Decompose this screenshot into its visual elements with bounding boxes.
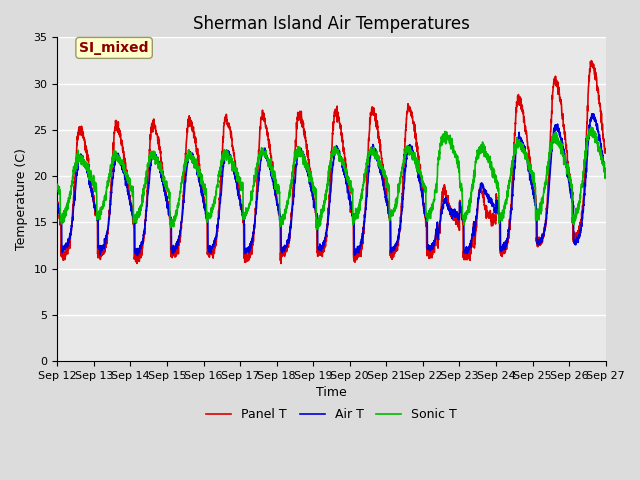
Sonic T — [588, 124, 595, 130]
Panel T — [588, 58, 595, 63]
Sonic T — [54, 181, 61, 187]
Line: Air T: Air T — [58, 114, 605, 256]
Air T — [588, 111, 596, 117]
Title: Sherman Island Air Temperatures: Sherman Island Air Temperatures — [193, 15, 470, 33]
Line: Panel T: Panel T — [58, 60, 605, 264]
Panel T — [288, 212, 296, 218]
Air T — [602, 171, 609, 177]
Air T — [116, 158, 124, 164]
Panel T — [116, 134, 124, 140]
Air T — [288, 217, 296, 223]
Air T — [149, 152, 157, 158]
Sonic T — [287, 177, 295, 182]
X-axis label: Time: Time — [316, 386, 347, 399]
Sonic T — [148, 153, 156, 159]
Text: SI_mixed: SI_mixed — [79, 41, 149, 55]
Y-axis label: Temperature (C): Temperature (C) — [15, 148, 28, 250]
Air T — [134, 253, 141, 259]
Panel T — [148, 124, 156, 130]
Sonic T — [591, 129, 599, 135]
Sonic T — [532, 213, 540, 218]
Panel T — [591, 76, 599, 82]
Legend: Panel T, Air T, Sonic T: Panel T, Air T, Sonic T — [202, 403, 461, 426]
Sonic T — [313, 227, 321, 232]
Panel T — [264, 133, 271, 139]
Air T — [54, 201, 61, 206]
Panel T — [602, 148, 609, 154]
Sonic T — [602, 174, 609, 180]
Sonic T — [116, 155, 124, 160]
Panel T — [532, 201, 540, 206]
Air T — [532, 205, 540, 211]
Panel T — [277, 261, 285, 266]
Sonic T — [264, 156, 271, 162]
Line: Sonic T: Sonic T — [58, 127, 605, 229]
Air T — [264, 158, 271, 164]
Panel T — [54, 201, 61, 207]
Air T — [591, 115, 599, 121]
